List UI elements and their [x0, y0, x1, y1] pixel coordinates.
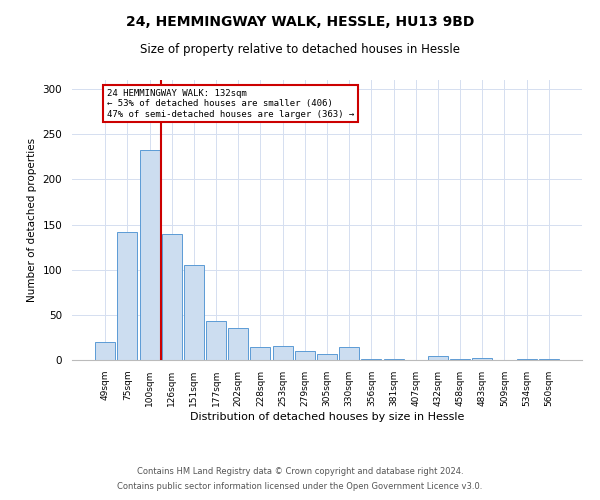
Text: Size of property relative to detached houses in Hessle: Size of property relative to detached ho… [140, 42, 460, 56]
Bar [295, 351, 315, 360]
Bar [339, 348, 359, 360]
Text: Contains HM Land Registry data © Crown copyright and database right 2024.: Contains HM Land Registry data © Crown c… [137, 467, 463, 476]
Bar [95, 342, 115, 360]
Bar [272, 346, 293, 360]
Bar [428, 356, 448, 360]
Bar [250, 348, 271, 360]
Bar [383, 359, 404, 360]
Bar [361, 359, 382, 360]
Bar [539, 359, 559, 360]
Bar [517, 359, 536, 360]
Bar [472, 358, 492, 360]
Bar [118, 232, 137, 360]
Bar [206, 321, 226, 360]
Text: Contains public sector information licensed under the Open Government Licence v3: Contains public sector information licen… [118, 482, 482, 491]
Bar [317, 354, 337, 360]
X-axis label: Distribution of detached houses by size in Hessle: Distribution of detached houses by size … [190, 412, 464, 422]
Bar [140, 150, 160, 360]
Y-axis label: Number of detached properties: Number of detached properties [27, 138, 37, 302]
Bar [228, 328, 248, 360]
Text: 24, HEMMINGWAY WALK, HESSLE, HU13 9BD: 24, HEMMINGWAY WALK, HESSLE, HU13 9BD [126, 15, 474, 29]
Bar [450, 359, 470, 360]
Bar [184, 265, 204, 360]
Text: 24 HEMMINGWAY WALK: 132sqm
← 53% of detached houses are smaller (406)
47% of sem: 24 HEMMINGWAY WALK: 132sqm ← 53% of deta… [107, 89, 354, 119]
Bar [162, 234, 182, 360]
